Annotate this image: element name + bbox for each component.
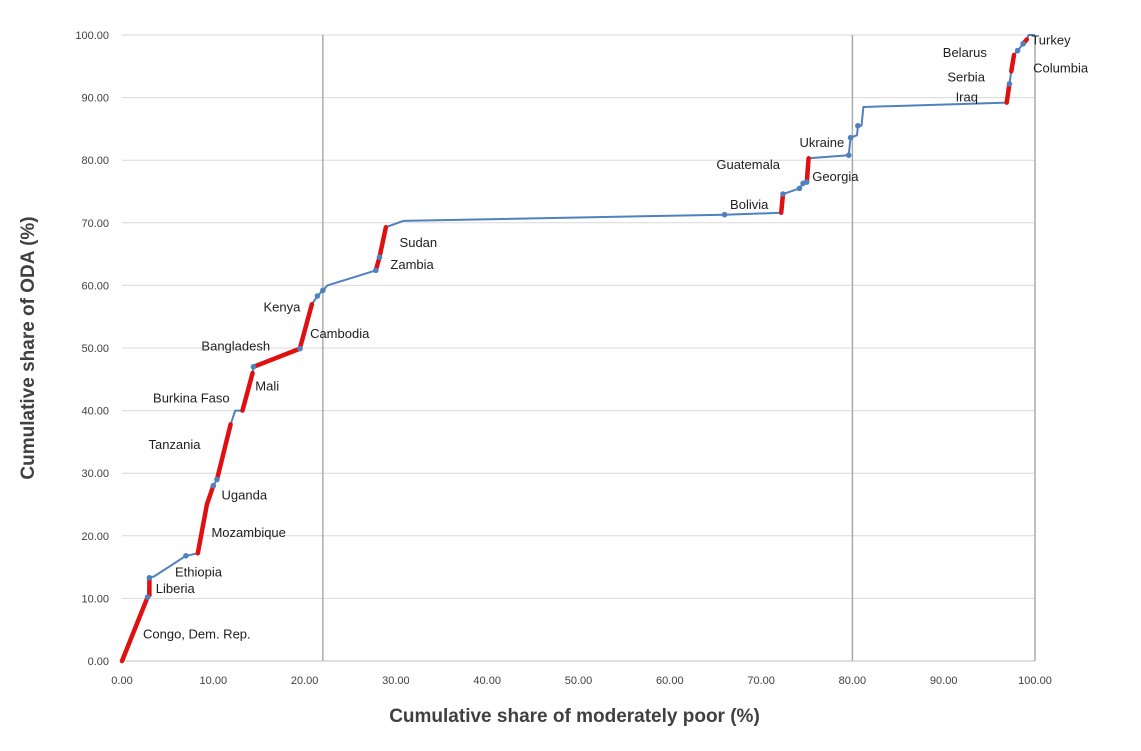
y-tick-label: 100.00 <box>75 30 109 42</box>
x-tick-label: 0.00 <box>111 675 132 687</box>
data-point <box>210 482 217 489</box>
highlight-segment <box>1009 52 1017 74</box>
highlight-segment <box>377 224 389 260</box>
country-label: Georgia <box>812 169 859 184</box>
country-label: Columbia <box>1033 61 1089 76</box>
data-point <box>320 287 326 294</box>
country-label: Bolivia <box>730 197 769 212</box>
grid-layer <box>122 34 1035 599</box>
data-point <box>214 476 220 483</box>
highlight-segment <box>195 483 216 556</box>
axes-layer <box>122 35 1036 662</box>
data-point <box>1020 40 1026 47</box>
data-point <box>803 179 810 185</box>
y-tick-label: 70.00 <box>81 218 109 230</box>
country-label: Guatemala <box>716 157 780 172</box>
data-point <box>144 594 151 600</box>
country-label: Iraq <box>956 89 978 104</box>
country-label: Congo, Dem. Rep. <box>143 626 251 641</box>
highlight-segment <box>119 594 150 664</box>
x-tick-label: 40.00 <box>473 675 501 687</box>
country-label: Bangladesh <box>201 339 270 354</box>
highlight-segment <box>297 301 315 351</box>
data-point <box>796 185 803 192</box>
y-tick-label: 50.00 <box>81 343 109 355</box>
highlight-segment <box>1004 81 1012 105</box>
country-labels-layer: Congo, Dem. Rep. Liberia Ethiopia Mozambiqu… <box>143 32 1089 641</box>
y-axis-title: Cumulative share of ODA (%) <box>18 216 39 479</box>
data-point <box>314 293 321 299</box>
x-tick-label: 10.00 <box>200 675 228 687</box>
country-label: Liberia <box>156 581 196 596</box>
x-tick-label: 100.00 <box>1018 675 1052 687</box>
y-tick-label: 60.00 <box>81 280 109 292</box>
markers-layer <box>144 40 1026 600</box>
country-label: Cambodia <box>310 326 370 341</box>
country-label: Sudan <box>400 235 438 250</box>
tick-labels-layer: 0.00 10.00 20.00 30.00 40.00 50.00 60.00 70.00 8… <box>75 30 1051 687</box>
data-point <box>373 267 379 274</box>
data-point <box>146 574 153 581</box>
x-tick-label: 30.00 <box>382 675 410 687</box>
country-label: Mozambique <box>211 525 285 540</box>
data-point <box>250 363 257 370</box>
data-point <box>1006 81 1013 87</box>
y-tick-label: 90.00 <box>81 93 109 105</box>
highlight-segment <box>214 422 233 482</box>
country-label: Tanzania <box>148 437 201 452</box>
country-label: Ethiopia <box>175 564 223 579</box>
data-point <box>183 553 189 559</box>
data-point <box>847 134 854 141</box>
data-point <box>845 152 852 158</box>
country-label: Serbia <box>947 69 985 84</box>
country-label: Belarus <box>943 45 988 60</box>
x-tick-label: 50.00 <box>565 675 593 687</box>
y-tick-label: 20.00 <box>81 531 109 543</box>
x-tick-label: 90.00 <box>930 675 958 687</box>
country-label: Zambia <box>390 257 434 272</box>
data-point <box>297 345 303 352</box>
data-point <box>780 191 786 197</box>
data-point <box>855 122 861 129</box>
y-tick-label: 10.00 <box>81 593 109 605</box>
highlight-segment <box>240 370 255 413</box>
data-point <box>1014 47 1021 54</box>
y-tick-label: 0.00 <box>88 656 109 668</box>
x-tick-label: 70.00 <box>747 675 775 687</box>
x-tick-label: 80.00 <box>839 675 867 687</box>
y-tick-label: 80.00 <box>81 155 109 167</box>
country-label: Kenya <box>264 300 302 315</box>
x-tick-label: 60.00 <box>656 675 684 687</box>
x-axis-title: Cumulative share of moderately poor (%) <box>389 706 760 727</box>
country-label: Turkey <box>1031 32 1071 47</box>
country-label: Ukraine <box>799 135 844 150</box>
country-label: Uganda <box>222 487 268 502</box>
country-label: Burkina Faso <box>153 390 230 405</box>
y-tick-label: 30.00 <box>81 468 109 480</box>
highlight-segment <box>804 156 811 185</box>
data-point <box>721 211 728 218</box>
data-point <box>376 254 383 261</box>
country-label: Mali <box>255 379 279 394</box>
y-tick-label: 40.00 <box>81 406 109 418</box>
x-tick-label: 20.00 <box>291 675 319 687</box>
highlight-segment <box>251 346 303 370</box>
highlight-segment <box>778 191 786 216</box>
